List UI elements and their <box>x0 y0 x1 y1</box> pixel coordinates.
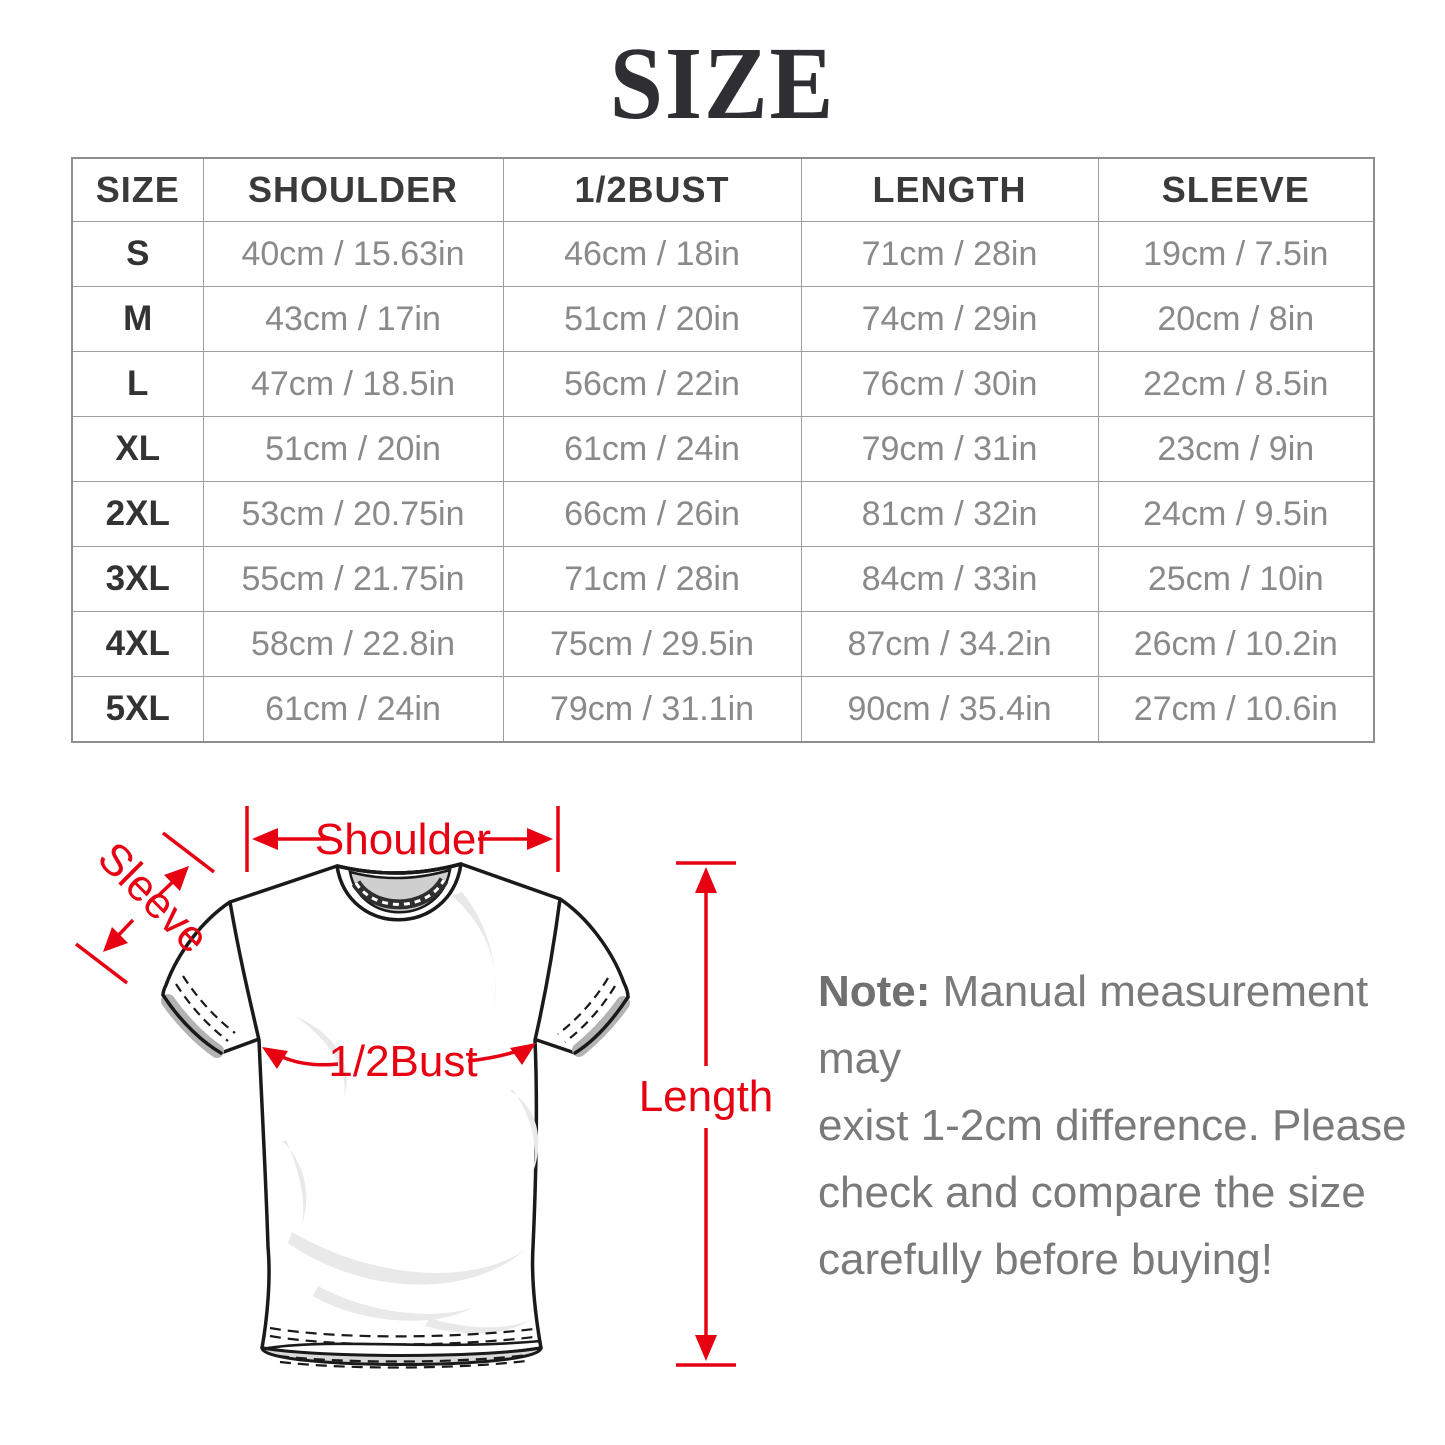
table-cell: 79cm / 31in <box>800 416 1099 482</box>
size-table: SIZE SHOULDER 1/2BUST LENGTH SLEEVE S 40c… <box>71 157 1375 743</box>
row-size-label: XL <box>71 416 204 482</box>
note-line-4: carefully before buying! <box>818 1235 1273 1284</box>
col-header-length: LENGTH <box>800 157 1099 222</box>
table-cell: 61cm / 24in <box>202 676 504 743</box>
length-label: Length <box>639 1072 774 1121</box>
half-bust-label: 1/2Bust <box>328 1037 477 1086</box>
table-cell: 46cm / 18in <box>502 221 802 287</box>
table-cell: 26cm / 10.2in <box>1097 611 1375 677</box>
table-cell: 74cm / 29in <box>800 286 1099 352</box>
table-cell: 76cm / 30in <box>800 351 1099 417</box>
table-cell: 51cm / 20in <box>502 286 802 352</box>
half-bust-dimension: 1/2Bust <box>262 1037 536 1086</box>
table-cell: 22cm / 8.5in <box>1097 351 1375 417</box>
table-cell: 87cm / 34.2in <box>800 611 1099 677</box>
table-cell: 66cm / 26in <box>502 481 802 547</box>
table-header-row: SIZE SHOULDER 1/2BUST LENGTH SLEEVE <box>71 157 1375 222</box>
shoulder-dimension: Shoulder <box>245 806 560 872</box>
table-cell: 58cm / 22.8in <box>202 611 504 677</box>
table-cell: 90cm / 35.4in <box>800 676 1099 743</box>
note-line-2: exist 1-2cm difference. Please <box>818 1101 1407 1150</box>
shoulder-label: Shoulder <box>315 815 491 864</box>
shirt-hem <box>260 1326 543 1369</box>
table-cell: 51cm / 20in <box>202 416 504 482</box>
table-cell: 71cm / 28in <box>502 546 802 612</box>
row-size-label: 3XL <box>71 546 204 612</box>
table-row: L 47cm / 18.5in 56cm / 22in 76cm / 30in 22cm… <box>71 351 1375 417</box>
table-row: XL 51cm / 20in 61cm / 24in 79cm / 31in 23cm … <box>71 416 1375 482</box>
table-row: 3XL 55cm / 21.75in 71cm / 28in 84cm / 33in 2… <box>71 546 1375 612</box>
table-cell: 61cm / 24in <box>502 416 802 482</box>
col-header-halfbust: 1/2BUST <box>502 157 802 222</box>
note-line-1: Manual measurement may <box>818 967 1369 1083</box>
table-row: S 40cm / 15.63in 46cm / 18in 71cm / 28in 19c… <box>71 221 1375 287</box>
row-size-label: S <box>71 221 204 287</box>
row-size-label: 5XL <box>71 676 204 743</box>
note-line-3: check and compare the size <box>818 1168 1366 1217</box>
table-cell: 43cm / 17in <box>202 286 504 352</box>
row-size-label: L <box>71 351 204 417</box>
row-size-label: 2XL <box>71 481 204 547</box>
note-label: Note: <box>818 967 931 1016</box>
table-cell: 81cm / 32in <box>800 481 1099 547</box>
table-cell: 75cm / 29.5in <box>502 611 802 677</box>
row-size-label: M <box>71 286 204 352</box>
table-cell: 19cm / 7.5in <box>1097 221 1375 287</box>
table-row: M 43cm / 17in 51cm / 20in 74cm / 29in 20cm /… <box>71 286 1375 352</box>
shirt-wrinkles <box>283 892 539 1334</box>
tshirt-diagram: Shoulder Sleeve 1/2Bust Length <box>74 806 774 1369</box>
table-cell: 24cm / 9.5in <box>1097 481 1375 547</box>
col-header-size: SIZE <box>71 157 204 222</box>
shirt-collar <box>335 862 463 922</box>
table-cell: 79cm / 31.1in <box>502 676 802 743</box>
table-row: 4XL 58cm / 22.8in 75cm / 29.5in 87cm / 34.2… <box>71 611 1375 677</box>
row-size-label: 4XL <box>71 611 204 677</box>
note-text: Note: Manual measurement may exist 1-2cm… <box>818 958 1418 1293</box>
table-cell: 53cm / 20.75in <box>202 481 504 547</box>
table-row: 5XL 61cm / 24in 79cm / 31.1in 90cm / 35.4in… <box>71 676 1375 743</box>
table-cell: 23cm / 9in <box>1097 416 1375 482</box>
table-cell: 20cm / 8in <box>1097 286 1375 352</box>
table-cell: 71cm / 28in <box>800 221 1099 287</box>
table-cell: 55cm / 21.75in <box>202 546 504 612</box>
table-row: 2XL 53cm / 20.75in 66cm / 26in 81cm / 32in 2… <box>71 481 1375 547</box>
table-cell: 84cm / 33in <box>800 546 1099 612</box>
col-header-sleeve: SLEEVE <box>1097 157 1375 222</box>
table-cell: 25cm / 10in <box>1097 546 1375 612</box>
length-dimension: Length <box>639 861 774 1367</box>
col-header-shoulder: SHOULDER <box>202 157 504 222</box>
page-title: SIZE <box>609 26 836 141</box>
table-cell: 47cm / 18.5in <box>202 351 504 417</box>
table-cell: 56cm / 22in <box>502 351 802 417</box>
table-cell: 27cm / 10.6in <box>1097 676 1375 743</box>
table-cell: 40cm / 15.63in <box>202 221 504 287</box>
